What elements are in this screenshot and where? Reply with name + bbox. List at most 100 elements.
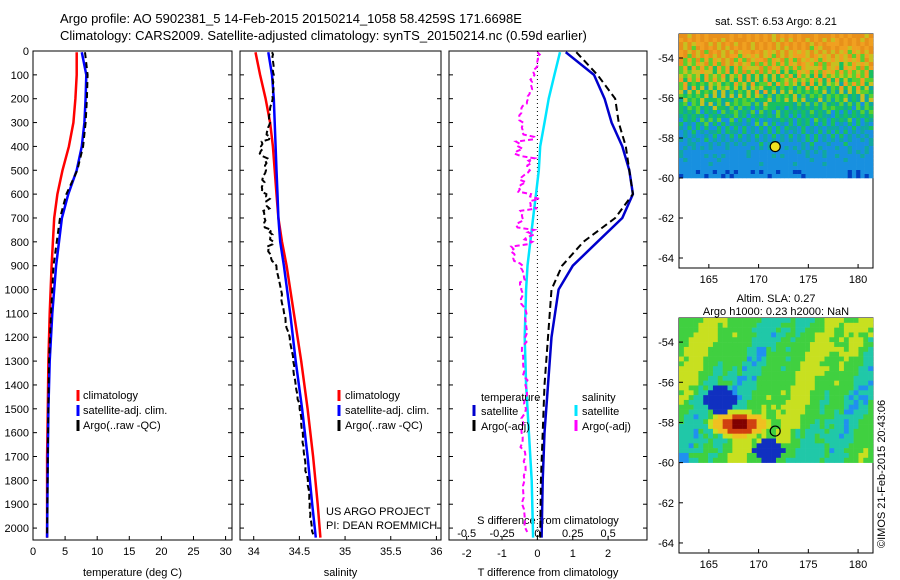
map-cell (746, 54, 751, 59)
map-cell (839, 146, 844, 151)
map-cell (767, 138, 773, 143)
map-cell (722, 390, 728, 396)
map-cell (746, 158, 751, 163)
map-cell (738, 54, 743, 59)
map-cell (729, 50, 735, 55)
depth-tick-label: 800 (11, 237, 29, 249)
map-cell (756, 371, 762, 377)
map-cell (813, 154, 819, 159)
map-cell (858, 385, 864, 391)
map-cell (721, 162, 726, 167)
map-cell (767, 42, 773, 47)
map-cell (679, 86, 684, 91)
map-cell (801, 38, 806, 43)
map-cell (792, 82, 798, 87)
map-cell (792, 154, 798, 159)
map-cell (864, 50, 870, 55)
map-cell (826, 174, 832, 179)
map-cell (761, 371, 767, 377)
map-cell (790, 322, 796, 328)
map-cell (725, 98, 730, 103)
map-cell (725, 90, 730, 95)
map-cell (698, 356, 704, 362)
map-cell (700, 62, 705, 67)
map-cell (712, 158, 718, 163)
map-cell (756, 318, 762, 324)
map-cell (703, 337, 709, 343)
map-cell (712, 122, 718, 127)
map-cell (805, 390, 811, 396)
map-cell (829, 332, 835, 338)
map-cell (721, 62, 726, 67)
sla-map-ytick-label: -60 (658, 458, 674, 470)
map-cell (729, 54, 735, 59)
map-cell (819, 327, 825, 333)
map-cell (721, 90, 726, 95)
map-cell (763, 50, 768, 55)
map-cell (751, 346, 757, 353)
map-cell (700, 58, 705, 63)
map-cell (780, 371, 786, 377)
map-cell (708, 150, 714, 155)
map-cell (830, 154, 836, 159)
map-cell (853, 424, 859, 430)
map-cell (679, 162, 684, 167)
map-cell (843, 86, 848, 91)
depth-tick-label: 0 (23, 46, 29, 58)
map-cell (864, 174, 870, 179)
map-cell (835, 162, 840, 167)
diff-legend-t-satellite: satellite (481, 406, 518, 418)
map-cell (761, 351, 767, 357)
map-cell (834, 361, 840, 367)
map-cell (746, 395, 753, 401)
map-cell (759, 154, 764, 159)
map-cell (763, 134, 768, 139)
map-cell (737, 380, 743, 386)
map-cell (864, 138, 870, 143)
map-cell (679, 322, 685, 328)
map-cell (801, 166, 806, 171)
map-cell (805, 46, 811, 51)
map-cell (725, 154, 730, 159)
map-cell (851, 46, 857, 51)
sla-map-ytick-label: -56 (658, 377, 674, 389)
map-cell (788, 50, 794, 55)
sal-annotation-project: US ARGO PROJECT (326, 506, 431, 518)
map-cell (868, 414, 874, 420)
map-cell (800, 385, 806, 391)
map-cell (809, 114, 815, 119)
map-cell (853, 380, 859, 386)
map-cell (797, 150, 802, 155)
map-cell (746, 82, 751, 87)
map-cell (851, 82, 857, 87)
map-cell (727, 433, 733, 439)
map-cell (721, 86, 726, 91)
map-cell (858, 375, 864, 381)
map-cell (746, 46, 751, 51)
map-cell (693, 351, 699, 357)
map-cell (788, 74, 794, 79)
map-cell (853, 457, 859, 463)
map-cell (830, 134, 836, 139)
map-cell (839, 150, 844, 155)
map-cell (818, 106, 823, 111)
map-cell (824, 438, 830, 444)
map-cell (819, 332, 825, 338)
map-cell (785, 371, 791, 377)
map-cell (776, 414, 782, 420)
map-cell (679, 110, 684, 115)
map-cell (722, 438, 728, 444)
map-cell (809, 154, 815, 159)
map-cell (679, 361, 685, 367)
map-cell (860, 62, 865, 67)
map-cell (848, 443, 854, 449)
map-cell (761, 428, 767, 434)
map-cell (797, 46, 802, 51)
map-cell (712, 58, 718, 63)
map-cell (687, 90, 692, 95)
sst-map-xtick-label: 170 (749, 274, 767, 286)
map-cell (732, 346, 738, 353)
map-cell (856, 110, 861, 115)
map-cell (738, 94, 743, 99)
map-cell (839, 86, 844, 91)
